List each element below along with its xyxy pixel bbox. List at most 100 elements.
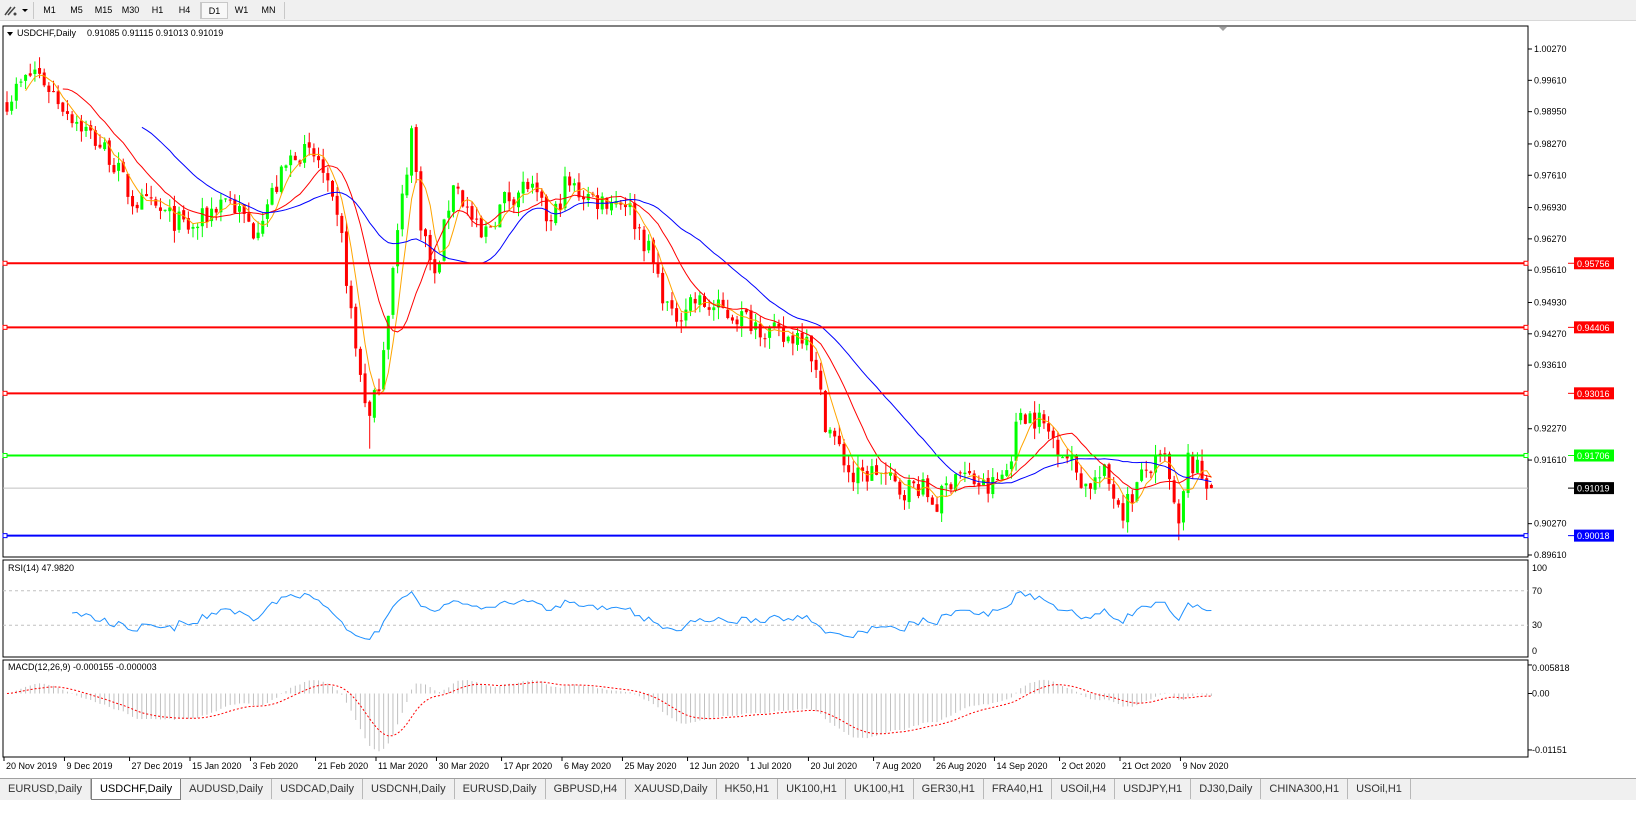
candle-body [540, 191, 544, 198]
chart-tab[interactable]: HK50,H1 [717, 779, 779, 799]
candle-body [335, 195, 339, 215]
candle-body [1042, 414, 1046, 424]
chart-tab[interactable]: USDCAD,Daily [272, 779, 364, 799]
chart-tab[interactable]: GER30,H1 [914, 779, 984, 799]
timeframe-m5-button[interactable]: M5 [70, 5, 83, 15]
candle-body [1079, 473, 1083, 488]
chart-tab[interactable]: USOil,H1 [1348, 779, 1411, 799]
date-axis-label: 3 Feb 2020 [252, 761, 298, 771]
candle-body [1126, 494, 1130, 523]
candle-body [377, 389, 381, 392]
timeframe-m1-button[interactable]: M1 [43, 5, 56, 15]
candle-body [916, 484, 920, 497]
candle-body [326, 173, 330, 181]
price-level-badge [1574, 449, 1614, 462]
timeframe-h4-button[interactable]: H4 [178, 5, 191, 15]
line-handle[interactable] [2, 260, 8, 266]
timeframe-mn-button[interactable]: MN [261, 5, 276, 15]
candle-body [796, 333, 799, 345]
candle-body [186, 217, 190, 230]
chart-window[interactable]: 1.00270 0.99610 0.98950 0.98270 0.97610 0.969… [0, 21, 1636, 778]
line-handle[interactable] [2, 453, 8, 459]
chevron-down-icon[interactable] [7, 32, 13, 36]
candle-body [358, 348, 362, 375]
chart-tab[interactable]: EURUSD,Daily [455, 779, 546, 799]
line-handle[interactable] [2, 533, 8, 539]
candle-body [145, 194, 148, 197]
timeframe-m15-button[interactable]: M15 [94, 5, 113, 15]
chart-tab[interactable]: FRA40,H1 [984, 779, 1053, 799]
timeframe-d1-button[interactable]: D1 [201, 2, 228, 19]
candle-body [944, 483, 948, 486]
line-handle[interactable] [1523, 260, 1529, 266]
price-level-label: 0.95756 [1577, 259, 1610, 269]
price-axis-label: 0.93610 [1534, 360, 1567, 370]
candle-body [47, 85, 51, 92]
chart-tab[interactable]: USDJPY,H1 [1115, 779, 1192, 799]
line-handle[interactable] [1523, 390, 1529, 396]
candle-body [1051, 430, 1055, 439]
candle-body [196, 226, 200, 229]
candle-body [786, 336, 790, 342]
candle-body [70, 114, 74, 124]
rsi-axis-label: 30 [1532, 620, 1542, 630]
candle-body [582, 196, 586, 200]
price-axis-label: 0.99610 [1534, 75, 1567, 85]
macd-indicator-label: MACD(12,26,9) -0.000155 -0.000003 [8, 662, 157, 672]
timeframe-m30-button[interactable]: M30 [121, 5, 140, 15]
line-handle[interactable] [2, 390, 8, 396]
candle-body [521, 181, 525, 194]
draw-tool-icon[interactable] [2, 3, 20, 18]
candle-body [1140, 469, 1144, 481]
candle-body [749, 310, 753, 331]
timeframe-w1-button[interactable]: W1 [234, 5, 249, 15]
candle-body [410, 128, 414, 176]
current-price-badge [1574, 482, 1614, 495]
chart-tab[interactable]: USOil,H4 [1052, 779, 1116, 799]
rsi-indicator-label: RSI(14) 47.9820 [8, 563, 74, 573]
candle-body [214, 208, 218, 213]
chart-tab[interactable]: UK100,H1 [846, 779, 914, 799]
timeframe-h1-button[interactable]: H1 [151, 5, 164, 15]
chart-tab[interactable]: CHINA300,H1 [1261, 779, 1349, 799]
chart-tab[interactable]: AUDUSD,Daily [181, 779, 273, 799]
date-axis-label: 21 Oct 2020 [1122, 761, 1171, 771]
rsi-pane[interactable] [2, 559, 1529, 658]
candle-body [907, 479, 911, 503]
candle-body [596, 195, 600, 210]
candle-body [1200, 460, 1204, 479]
chart-tab[interactable]: GBPUSD,H4 [546, 779, 627, 799]
candle-body [52, 91, 55, 93]
chart-tab[interactable]: USDCHF,Daily [90, 779, 182, 800]
line-handle[interactable] [2, 324, 8, 330]
candle-body [154, 199, 158, 206]
status-area [0, 800, 1636, 835]
candle-body [572, 183, 576, 186]
candle-body [889, 472, 892, 476]
ma-fast-line [25, 74, 1212, 505]
price-pane[interactable] [2, 25, 1529, 558]
candle-body [689, 297, 693, 311]
candle-body [898, 481, 902, 495]
line-handle[interactable] [1523, 324, 1529, 330]
candle-body [117, 162, 121, 171]
candle-body [135, 204, 139, 209]
candle-body [977, 483, 981, 487]
price-axis-label: 1.00270 [1534, 44, 1567, 54]
chart-tab[interactable]: USDCNH,Daily [363, 779, 455, 799]
candle-body [1135, 482, 1139, 501]
macd-pane[interactable] [2, 659, 1529, 758]
chart-tab[interactable]: DJ30,Daily [1191, 779, 1262, 799]
candle-body [958, 472, 962, 474]
chevron-down-icon[interactable] [20, 3, 30, 18]
line-handle[interactable] [1523, 533, 1529, 539]
candle-body [1084, 483, 1088, 487]
chart-tab[interactable]: UK100,H1 [778, 779, 846, 799]
line-handle[interactable] [1523, 453, 1529, 459]
date-axis-label: 25 May 2020 [624, 761, 676, 771]
chart-symbol-title: USDCHF,Daily [17, 28, 77, 38]
candle-body [489, 226, 493, 228]
chart-tab[interactable]: XAUUSD,Daily [626, 779, 717, 799]
chart-shift-marker-icon[interactable] [1219, 27, 1227, 31]
chart-tab[interactable]: EURUSD,Daily [0, 779, 91, 799]
